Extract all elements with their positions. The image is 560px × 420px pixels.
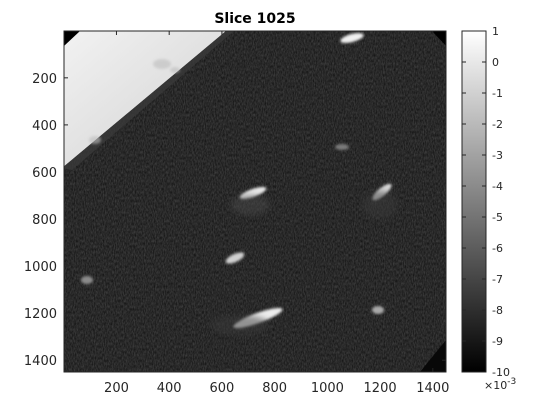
x-tick-label: 1200 <box>364 381 397 396</box>
colorbar-tick-label: -7 <box>492 273 503 286</box>
colorbar-tick-label: -4 <box>492 180 503 193</box>
y-tick-label: 800 <box>32 213 57 228</box>
colorbar-tick-label: -1 <box>492 87 503 100</box>
figure-title: Slice 1025 <box>214 11 295 27</box>
slice-image <box>62 31 446 372</box>
colorbar-tick-label: -8 <box>492 304 503 317</box>
y-tick-label: 200 <box>32 72 57 87</box>
colorbar-tick-label: 1 <box>492 25 499 38</box>
y-tick-label: 400 <box>32 119 57 134</box>
x-tick-label: 600 <box>210 381 235 396</box>
colorbar-tick-label: -9 <box>492 335 503 348</box>
colorbar-tick-label: -2 <box>492 118 503 131</box>
x-tick-label: 1400 <box>416 381 449 396</box>
colorbar-gradient <box>462 31 486 372</box>
y-tick-label: 1000 <box>24 260 57 275</box>
y-tick-label: 600 <box>32 166 57 181</box>
colorbar-tick-label: 0 <box>492 56 499 69</box>
x-tick-label: 200 <box>104 381 129 396</box>
colorbar-tick-label: -3 <box>492 149 503 162</box>
x-tick-label: 400 <box>157 381 182 396</box>
colorbar: 10-1-2-3-4-5-6-7-8-9-10 ×10-3 <box>462 25 516 392</box>
x-tick-label: 1000 <box>311 381 344 396</box>
colorbar-exponent: ×10-3 <box>484 377 516 392</box>
colorbar-tick-label: -5 <box>492 211 503 224</box>
x-tick-label: 800 <box>262 381 287 396</box>
y-tick-label: 1200 <box>24 307 57 322</box>
y-tick-label: 1400 <box>24 354 57 369</box>
colorbar-tick-label: -6 <box>492 242 503 255</box>
